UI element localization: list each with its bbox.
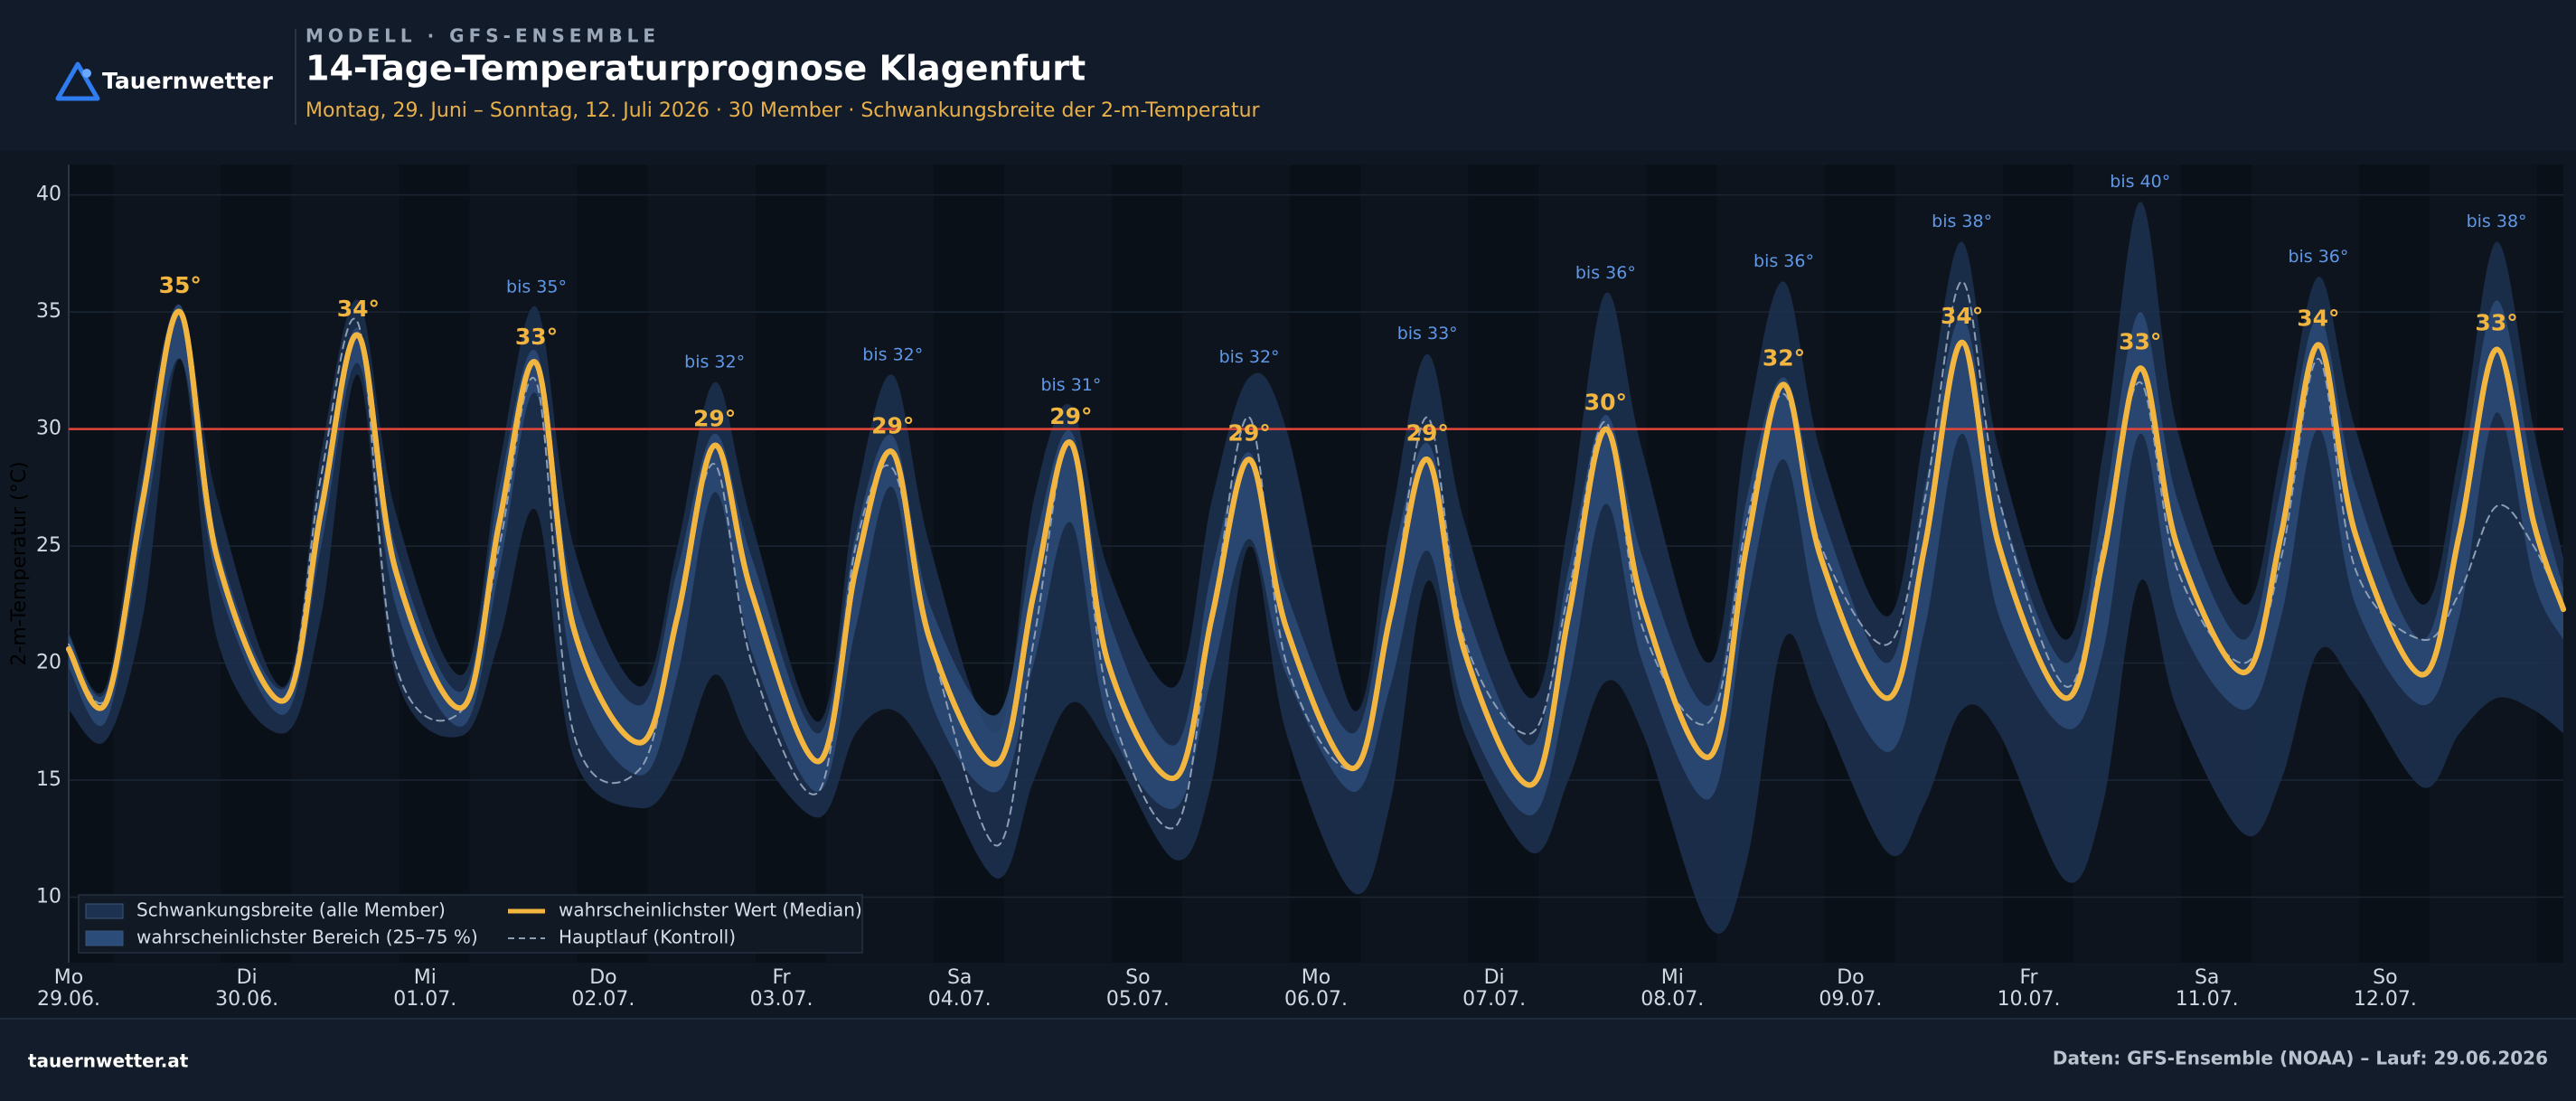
x-tick-label: So 05.07. (1105, 966, 1170, 1011)
legend-box (78, 894, 863, 954)
peak-label: 33° (2475, 310, 2517, 336)
peak-label: 33° (2119, 328, 2161, 354)
footer-site: tauernwetter.at (28, 1050, 189, 1072)
max-label: bis 38° (2467, 212, 2527, 231)
logo (55, 61, 100, 101)
max-label: bis 35° (506, 277, 567, 296)
x-tick-label: Mo 06.07. (1284, 966, 1348, 1011)
y-tick-label: 15 (36, 768, 61, 791)
x-tick-label: Sa 04.07. (927, 966, 992, 1011)
peak-label: 29° (1227, 419, 1270, 446)
legend-label: Schwankungsbreite (alle Member) (136, 899, 446, 921)
x-tick-label: Mo 29.06. (37, 966, 100, 1011)
x-tick-label: Fr 10.07. (1997, 966, 2061, 1011)
x-tick-label: Sa 11.07. (2175, 966, 2239, 1011)
peak-label: 32° (1763, 344, 1805, 371)
peak-label: 29° (693, 406, 736, 432)
page-title: 14-Tage-Temperaturprognose Klagenfurt (306, 49, 1086, 89)
peak-label: 29° (1049, 403, 1092, 429)
band (69, 202, 2563, 934)
y-tick-label: 20 (36, 652, 61, 674)
footer-bg (0, 1019, 2576, 1101)
night-shade (755, 165, 826, 963)
max-label: bis 32° (862, 345, 923, 365)
y-tick-label: 30 (36, 418, 61, 440)
peak-label: 29° (871, 413, 914, 439)
x-tick-label: Mi 08.07. (1641, 966, 1705, 1011)
legend: Schwankungsbreite (alle Member) wahrschei… (78, 894, 863, 954)
x-tick-label: Mi 01.07. (393, 966, 457, 1011)
legend-swatch (85, 903, 124, 919)
x-tick-label: Fr 03.07. (749, 966, 813, 1011)
peak-label: 29° (1406, 419, 1449, 446)
legend-label: wahrscheinlichster Wert (Median) (559, 899, 862, 921)
x-tick-label: Do 02.07. (571, 966, 635, 1011)
legend-label: Hauptlauf (Kontroll) (559, 927, 736, 948)
max-label: bis 36° (2288, 247, 2348, 267)
peak-label: 34° (2297, 305, 2339, 331)
max-label: bis 31° (1040, 375, 1101, 395)
x-tick-label: Do 09.07. (1819, 966, 1883, 1011)
max-label: bis 40° (2110, 172, 2170, 192)
header-bg (0, 0, 2576, 151)
y-tick-label: 40 (36, 184, 61, 206)
max-label: bis 32° (1219, 347, 1280, 367)
y-axis-label: 2-m-Temperatur (°C) (8, 461, 31, 665)
max-label: bis 36° (1753, 251, 1814, 271)
footer-source: Daten: GFS-Ensemble (NOAA) – Lauf: 29.06… (2053, 1048, 2548, 1069)
max-label: bis 33° (1397, 324, 1458, 343)
median-line (66, 308, 2566, 788)
plot: 10 15 20 25 30 35 40 2-m-Temperatur (°C) bis 35°… (8, 165, 2566, 963)
legend-label: wahrscheinlichster Bereich (25–75 %) (136, 927, 478, 948)
max-label: bis 36° (1575, 263, 1636, 283)
peak-label: 34° (1941, 303, 1983, 329)
peak-label: 35° (159, 272, 202, 298)
y-tick-label: 25 (36, 534, 61, 557)
brand: Tauernwetter (102, 68, 273, 94)
max-label: bis 32° (684, 352, 745, 372)
night-shade (577, 165, 648, 963)
night-shade (69, 165, 114, 963)
legend-swatch (85, 930, 124, 946)
logo-dot (82, 69, 91, 78)
peak-label: 34° (337, 296, 380, 322)
night-shade (399, 165, 470, 963)
peak-label: 30° (1584, 390, 1627, 416)
logo-triangle (55, 61, 100, 101)
x-tick-label: So 12.07. (2353, 966, 2417, 1011)
subtitle: Montag, 29. Juni – Sonntag, 12. Juli 202… (306, 99, 1261, 122)
y-tick-label: 35 (36, 300, 61, 323)
x-tick-label: Di 30.06. (215, 966, 279, 1011)
max-label: bis 38° (1932, 212, 1992, 231)
kicker: MODELL · GFS-ENSEMBLE (306, 25, 660, 47)
y-tick-label: 10 (36, 885, 61, 908)
x-tick-label: Di 07.07. (1462, 966, 1527, 1011)
peak-label: 33° (515, 324, 558, 350)
